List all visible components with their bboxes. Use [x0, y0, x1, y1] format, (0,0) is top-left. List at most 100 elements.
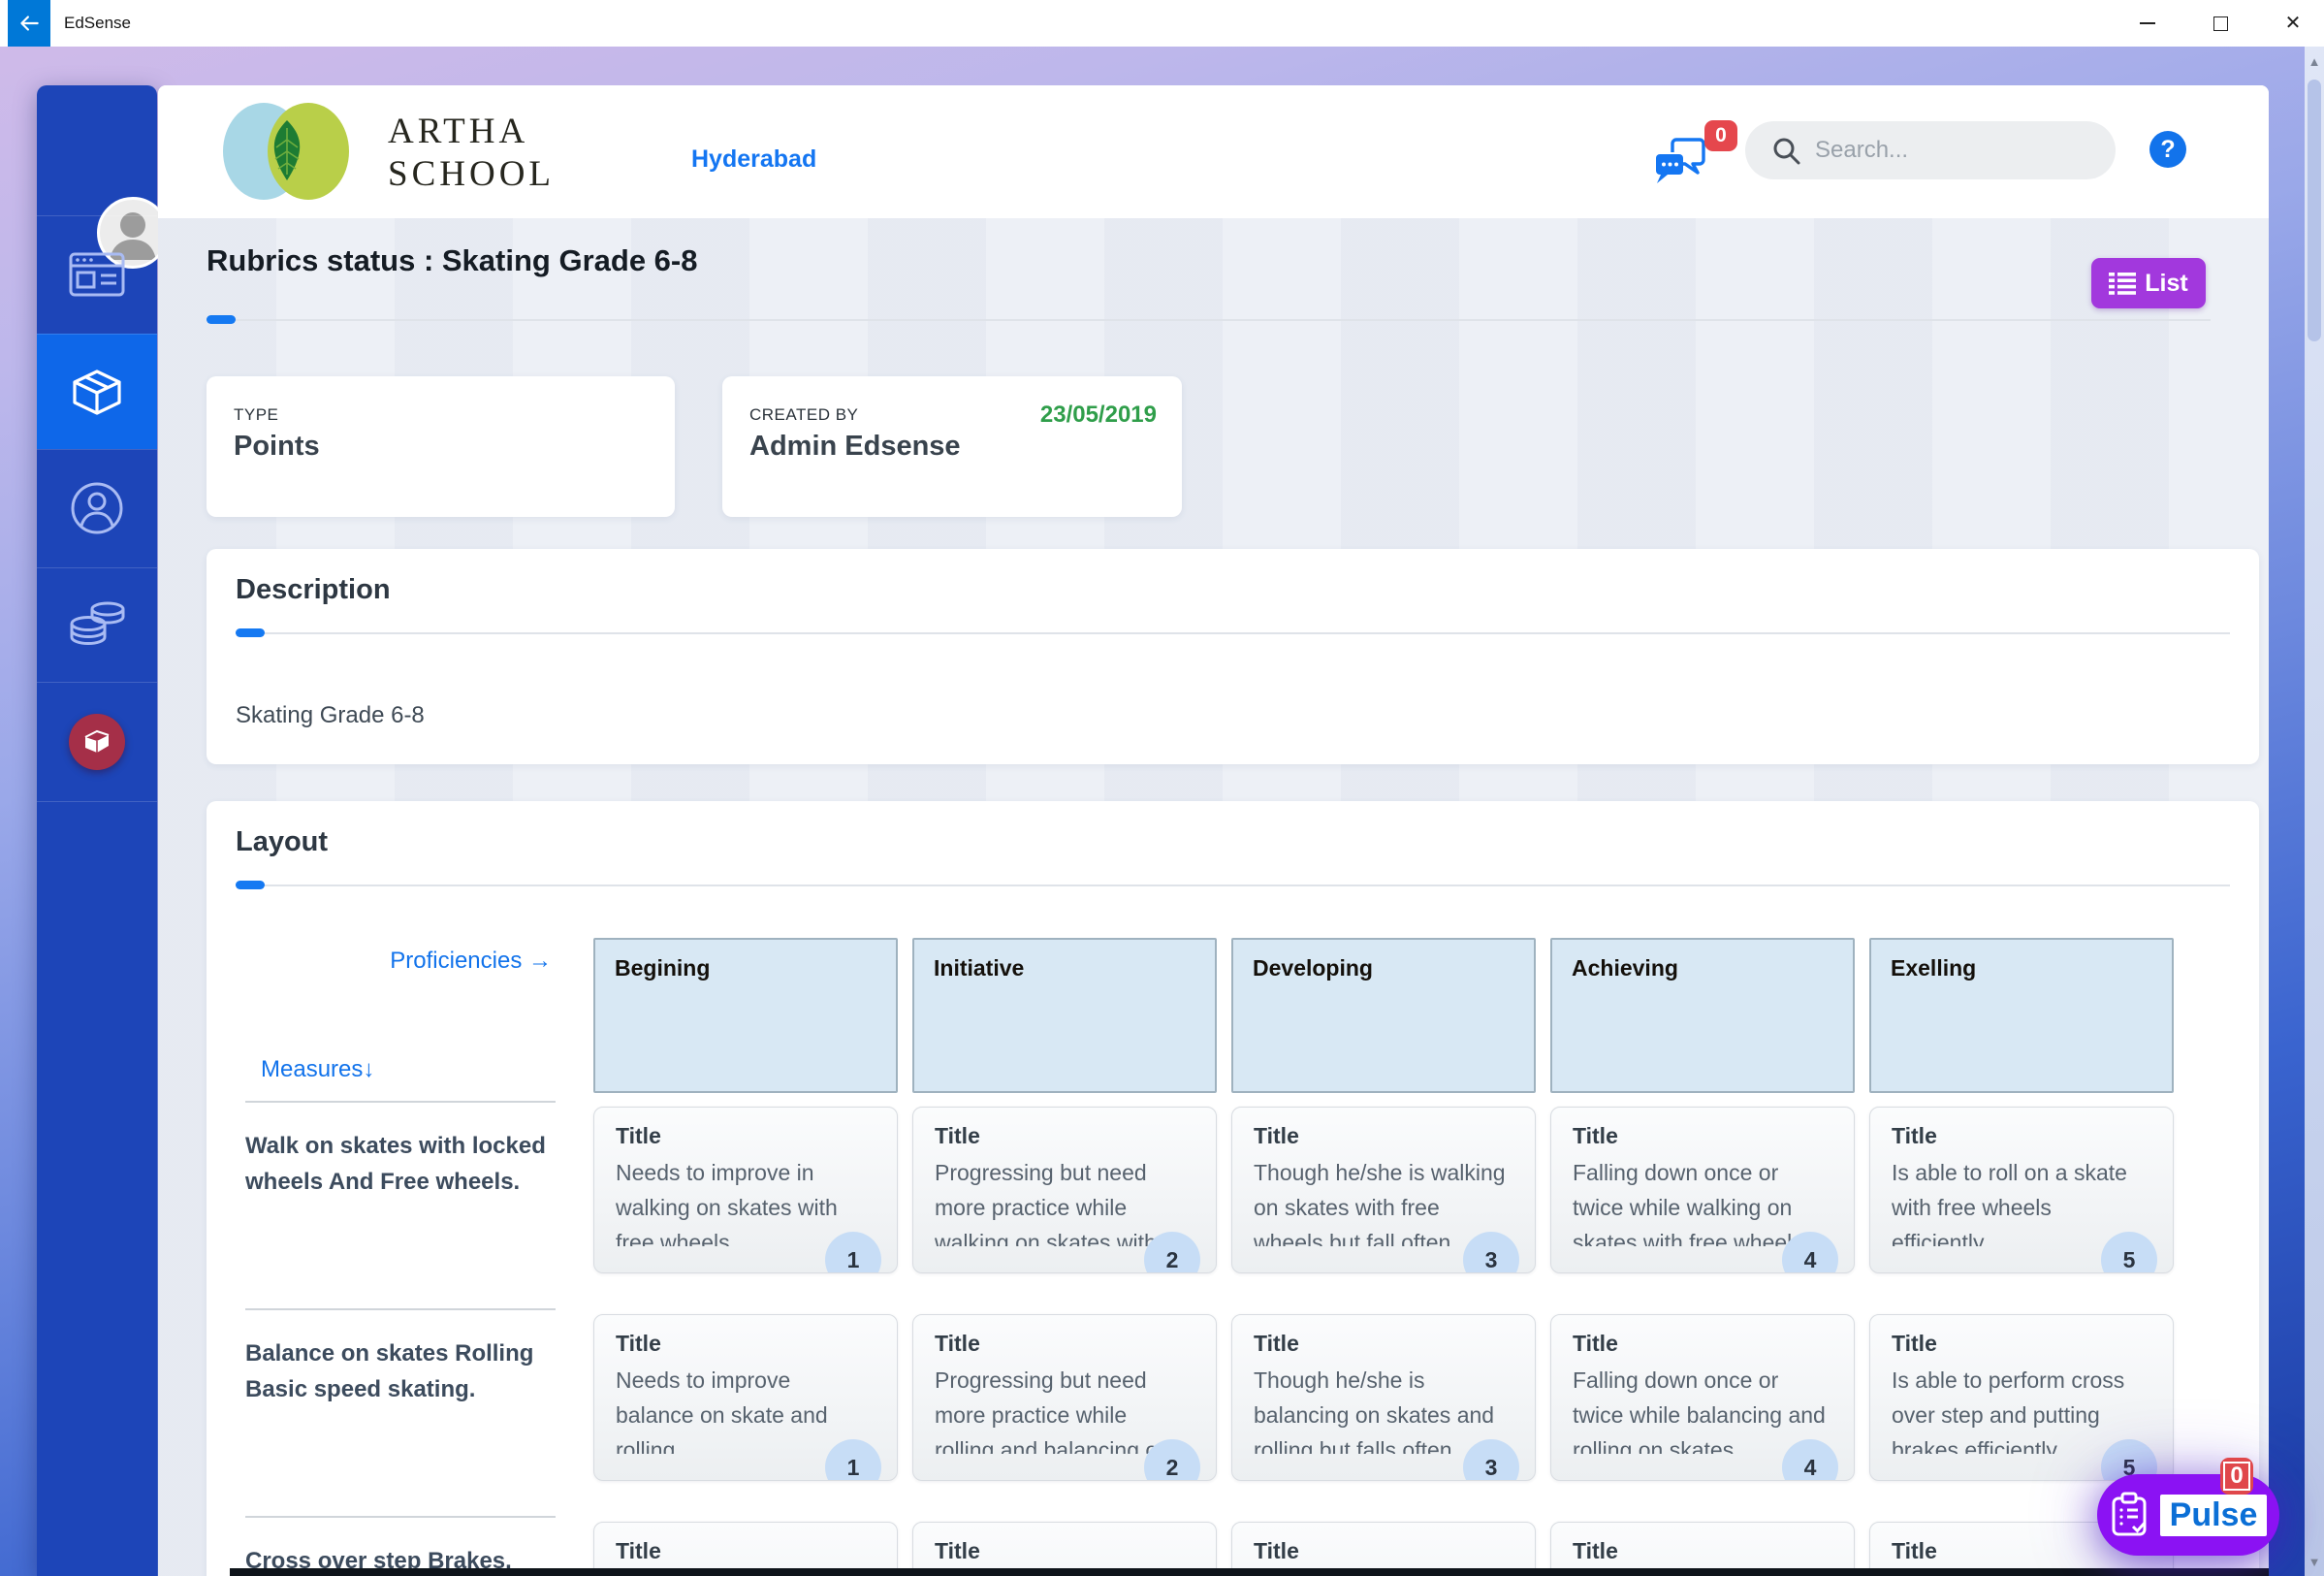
cell-text: Though he/she is walking on skates with …	[1254, 1160, 1506, 1246]
rubric-cell[interactable]: Title Is able to perform cross over step…	[1869, 1314, 2174, 1481]
sidebar-divider	[37, 801, 157, 802]
close-button[interactable]: ✕	[2270, 0, 2316, 47]
column-header: Exelling	[1869, 938, 2174, 1093]
cell-title: Title	[1892, 1331, 1937, 1356]
rule-accent	[236, 881, 265, 889]
column-header: Begining	[593, 938, 898, 1093]
rubric-cell[interactable]: Title Progressing but need more practice…	[912, 1107, 1217, 1273]
help-button[interactable]: ?	[2149, 131, 2186, 168]
back-button[interactable]	[8, 0, 50, 47]
sidebar-divider	[37, 682, 157, 683]
sidebar-item-library[interactable]	[37, 682, 157, 801]
rubric-cell[interactable]: Title Is able to roll on a skate with fr…	[1869, 1107, 2174, 1273]
cell-text: Progressing but need more practice while…	[935, 1367, 1170, 1454]
measure-cell: Cross over step Brakes.	[245, 1516, 579, 1576]
search-input[interactable]	[1815, 121, 2096, 179]
sidebar-item-resources[interactable]	[37, 567, 157, 682]
measure-text: Balance on skates Rolling Basic speed sk…	[245, 1308, 556, 1407]
rubric-cell[interactable]: Title Need to improve cross	[593, 1522, 898, 1576]
column-header: Achieving	[1550, 938, 1855, 1093]
pulse-button[interactable]: Pulse	[2097, 1474, 2279, 1556]
rubric-cell[interactable]: Title Progressing but need more practice…	[912, 1314, 1217, 1481]
right-arrow-icon: →	[528, 948, 552, 974]
school-name-line1: ARTHA	[388, 112, 529, 151]
book-icon	[69, 713, 125, 770]
type-value: Points	[234, 431, 320, 462]
maximize-icon	[2213, 16, 2228, 31]
sidebar-divider	[37, 449, 157, 450]
avatar[interactable]	[97, 197, 169, 269]
type-card: TYPE Points	[207, 376, 675, 517]
cell-badge: 3	[1463, 1439, 1519, 1480]
minimize-icon	[2140, 22, 2155, 24]
chat-badge: 0	[1704, 120, 1737, 151]
rubric-cell[interactable]: Title Though he/she is balancing on skat…	[1231, 1314, 1536, 1481]
scrollbar-thumb[interactable]	[2308, 80, 2321, 341]
rubric-cell[interactable]: Title Falling down once or twice	[1550, 1522, 1855, 1576]
created-by-value: Admin Edsense	[749, 431, 961, 462]
cell-badge: 2	[1144, 1232, 1200, 1272]
cell-title: Title	[1892, 1538, 1937, 1563]
cell-badge: 4	[1782, 1439, 1838, 1480]
cell-text: Falling down once or twice while balanci…	[1573, 1367, 1826, 1454]
rubric-grid-header: Proficiencies → Measures↓ Begining Initi…	[207, 938, 2259, 1093]
cell-text: Falling down once or twice while walking…	[1573, 1160, 1803, 1246]
chat-button[interactable]	[1653, 133, 1707, 187]
branch-selector[interactable]: Hyderabad	[691, 145, 817, 173]
created-by-label: CREATED BY	[749, 405, 859, 424]
school-name: ARTHA SCHOOL	[388, 111, 555, 196]
sidebar-divider	[37, 334, 157, 335]
cell-badge: 2	[1144, 1439, 1200, 1480]
measure-text: Walk on skates with locked wheels And Fr…	[245, 1101, 556, 1200]
main-panel: ARTHA SCHOOL Hyderabad	[158, 85, 2269, 1576]
pulse-badge: 0	[2220, 1458, 2253, 1495]
grid-corner: Proficiencies → Measures↓	[245, 938, 579, 1093]
rule-accent	[207, 315, 236, 324]
coins-stack-icon	[67, 599, 127, 650]
sidebar-item-dashboard[interactable]	[37, 215, 157, 334]
school-name-line2: SCHOOL	[388, 154, 556, 194]
rubric-cell[interactable]: Title Falling down once or twice while b…	[1550, 1314, 1855, 1481]
clipboard-icon	[2110, 1492, 2149, 1538]
sidebar-item-rubrics[interactable]	[37, 334, 157, 449]
rubric-cell[interactable]: Title Falling down once or twice while w…	[1550, 1107, 1855, 1273]
rubric-cell[interactable]: Title Though he/she is doing	[1231, 1522, 1536, 1576]
pulse-badge-count: 0	[2223, 1462, 2250, 1491]
page-title: Rubrics status : Skating Grade 6-8	[207, 243, 698, 277]
list-view-button[interactable]: List	[2091, 258, 2206, 308]
leaf-icon	[266, 118, 308, 182]
rubric-cell[interactable]: Title Needs to improve balance on skate …	[593, 1314, 898, 1481]
rubric-cell[interactable]: Title Progressing but need	[912, 1522, 1217, 1576]
cell-badge: 4	[1782, 1232, 1838, 1272]
cell-title: Title	[1573, 1538, 1618, 1563]
rule-line	[236, 884, 2230, 886]
rubric-row: Balance on skates Rolling Basic speed sk…	[207, 1308, 2259, 1481]
scroll-down-arrow[interactable]: ▼	[2308, 1554, 2321, 1569]
layout-card: Layout Proficiencies → Measures↓ Beginin…	[207, 801, 2259, 1576]
titlebar: EdSense ✕	[0, 0, 2324, 47]
cell-title: Title	[616, 1538, 661, 1563]
cell-text: Is able to perform cross over step and p…	[1892, 1367, 2125, 1454]
app-title: EdSense	[64, 14, 131, 32]
school-logo	[223, 103, 351, 200]
minimize-button[interactable]	[2124, 0, 2171, 47]
sidebar-item-profile[interactable]	[37, 449, 157, 567]
box-icon	[67, 367, 127, 417]
cell-badge: 1	[825, 1439, 881, 1480]
close-icon: ✕	[2284, 13, 2302, 34]
search-icon	[1773, 138, 1800, 165]
cell-title: Title	[935, 1538, 980, 1563]
maximize-button[interactable]	[2197, 0, 2244, 47]
rubric-cell[interactable]: Title Though he/she is walking on skates…	[1231, 1107, 1536, 1273]
cell-badge: 5	[2101, 1439, 2157, 1480]
scroll-up-arrow[interactable]: ▲	[2308, 53, 2321, 69]
rubric-cell[interactable]: Title Needs to improve in walking on ska…	[593, 1107, 898, 1273]
rubric-row: Walk on skates with locked wheels And Fr…	[207, 1101, 2259, 1273]
rule-line	[207, 319, 2211, 321]
cell-title: Title	[1892, 1123, 1937, 1148]
column-header: Developing	[1231, 938, 1536, 1093]
layout-heading: Layout	[236, 826, 329, 857]
vertical-scrollbar[interactable]: ▲ ▼	[2305, 47, 2324, 1576]
description-heading: Description	[236, 574, 391, 605]
